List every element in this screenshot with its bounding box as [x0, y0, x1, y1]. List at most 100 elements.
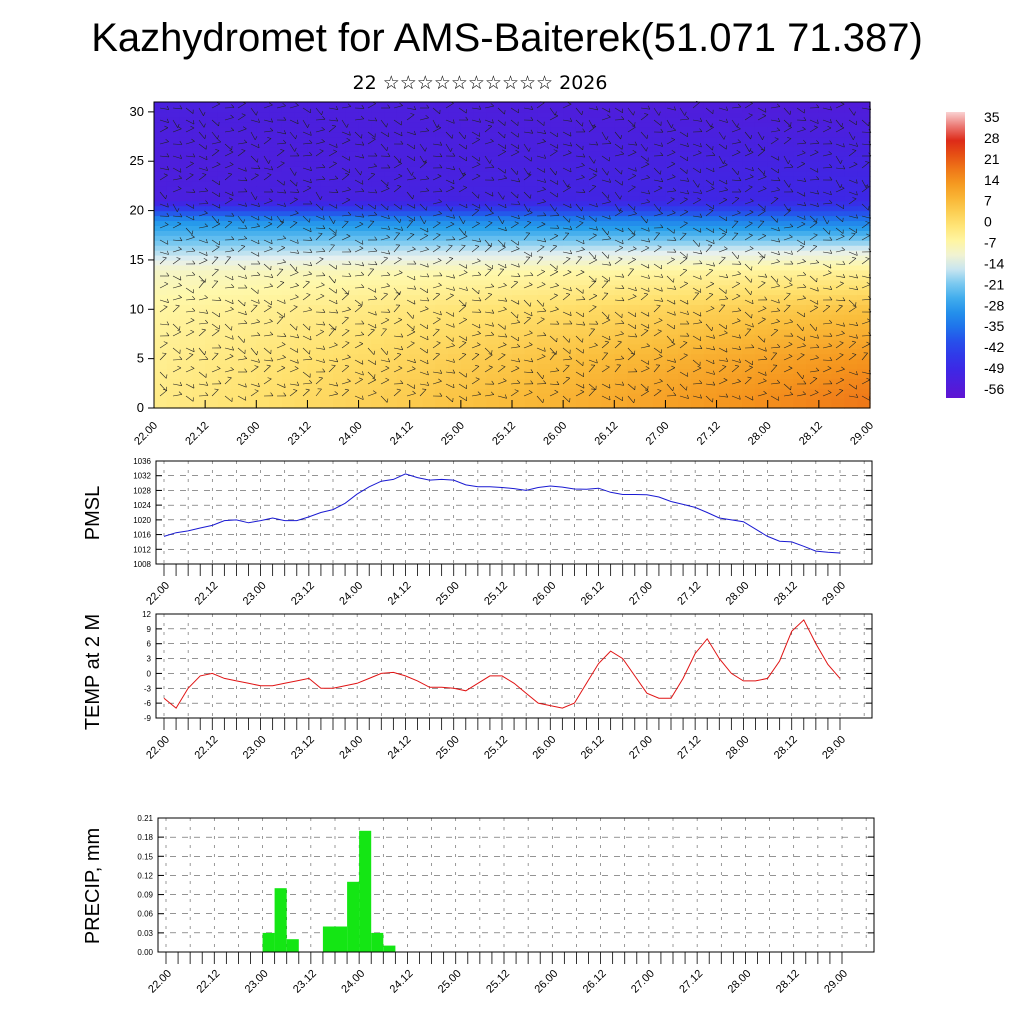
- heatmap-cell: [166, 151, 181, 157]
- heatmap-cells: [154, 102, 871, 409]
- heatmap-cell: [422, 141, 436, 148]
- heatmap-cell: [243, 180, 257, 187]
- heatmap-cell: [166, 220, 181, 226]
- wind-barb: [185, 141, 195, 145]
- wind-barb-feather: [360, 271, 365, 276]
- heatmap-cell: [742, 141, 756, 148]
- heatmap-cell: [486, 353, 500, 360]
- heatmap-cell: [371, 180, 385, 187]
- heatmap-cell: [844, 225, 858, 231]
- heatmap-cell: [269, 363, 283, 370]
- heatmap-cell: [512, 210, 526, 217]
- heatmap-cell: [345, 126, 360, 133]
- heatmap-cell: [230, 141, 245, 148]
- wind-barb: [224, 221, 233, 229]
- heatmap-cell: [665, 259, 679, 266]
- wind-barb-feather: [268, 198, 273, 202]
- heatmap-cell: [486, 338, 500, 345]
- heatmap-cell: [448, 136, 462, 143]
- wind-barb: [172, 297, 182, 301]
- heatmap-cell: [665, 329, 679, 335]
- wind-barb-feather: [374, 152, 378, 157]
- wind-barb-feather: [388, 215, 390, 219]
- heatmap-cell: [563, 225, 577, 231]
- heatmap-cell: [818, 106, 833, 113]
- heatmap-cell: [857, 195, 871, 202]
- heatmap-cell: [409, 171, 424, 177]
- heatmap-cell: [384, 343, 398, 350]
- heatmap-cell: [333, 329, 347, 335]
- heatmap-cell: [831, 106, 846, 113]
- wind-barb-feather: [398, 173, 403, 177]
- wind-barb-feather: [361, 134, 363, 139]
- heatmap-cell: [179, 210, 193, 217]
- wind-barb-feather: [205, 356, 209, 360]
- heatmap-cell: [767, 329, 782, 335]
- heatmap-cell: [192, 185, 206, 192]
- heatmap-cell: [524, 171, 539, 177]
- wind-barb: [354, 359, 364, 365]
- heatmap-cell: [320, 240, 334, 246]
- wind-barb-feather: [426, 104, 430, 109]
- heatmap-cell: [614, 111, 628, 118]
- heatmap-cell: [384, 314, 398, 320]
- heatmap-cell: [818, 210, 833, 217]
- wind-barb-feather: [281, 245, 286, 248]
- heatmap-cell: [691, 131, 705, 138]
- heatmap-cell: [754, 373, 769, 379]
- heatmap-cell: [742, 314, 756, 320]
- heatmap-cell: [831, 383, 846, 389]
- heatmap-cell: [614, 333, 628, 340]
- heatmap-cell: [563, 176, 577, 182]
- heatmap-cell: [627, 245, 641, 251]
- heatmap-cell: [243, 166, 257, 172]
- heatmap-cell: [767, 136, 782, 143]
- heatmap-cell: [179, 289, 193, 296]
- heatmap-cell: [665, 388, 679, 394]
- heatmap-cell: [396, 373, 411, 379]
- heatmap-cell: [844, 255, 858, 261]
- heatmap-cell: [524, 259, 539, 266]
- heatmap-cell: [371, 304, 385, 310]
- wind-barb-feather: [336, 299, 338, 304]
- heatmap-cell: [205, 250, 219, 256]
- wind-barb: [458, 342, 467, 349]
- heatmap-cell: [345, 348, 360, 355]
- heatmap-cell: [281, 245, 296, 251]
- heatmap-cell: [652, 156, 667, 162]
- heatmap-cell: [844, 195, 858, 202]
- heatmap-cell: [563, 210, 577, 217]
- wind-barb: [289, 239, 299, 244]
- heatmap-cell: [793, 314, 807, 320]
- heatmap-cell: [230, 166, 245, 172]
- wind-barb-feather: [517, 314, 519, 319]
- heatmap-cell: [460, 274, 475, 281]
- heatmap-cell: [716, 106, 730, 113]
- heatmap-cell: [320, 245, 334, 251]
- wind-barb-feather: [400, 140, 404, 145]
- heatmap-cell: [166, 269, 181, 276]
- wind-barb: [224, 356, 234, 361]
- heatmap-cell: [294, 210, 309, 217]
- heatmap-cell: [358, 398, 372, 404]
- wind-barb-feather: [175, 304, 180, 307]
- wind-barb-feather: [477, 258, 481, 262]
- heatmap-cell: [422, 210, 436, 217]
- wind-barb-feather: [230, 366, 234, 370]
- heatmap-cell: [563, 309, 577, 315]
- wind-barb: [198, 322, 208, 325]
- heatmap-cell: [281, 329, 296, 335]
- wind-barb-feather: [344, 316, 349, 319]
- heatmap-cell: [396, 225, 411, 231]
- heatmap-cell: [524, 185, 539, 192]
- heatmap-cell: [243, 388, 257, 394]
- heatmap-cell: [230, 190, 245, 197]
- heatmap-cell: [780, 393, 794, 399]
- heatmap-cell: [435, 333, 449, 340]
- wind-barb-feather: [162, 256, 167, 259]
- heatmap-cell: [269, 230, 283, 236]
- heatmap-cell: [844, 210, 858, 217]
- wind-barb: [445, 258, 454, 265]
- wind-barb-feather: [321, 138, 325, 142]
- heatmap-cell: [818, 240, 833, 246]
